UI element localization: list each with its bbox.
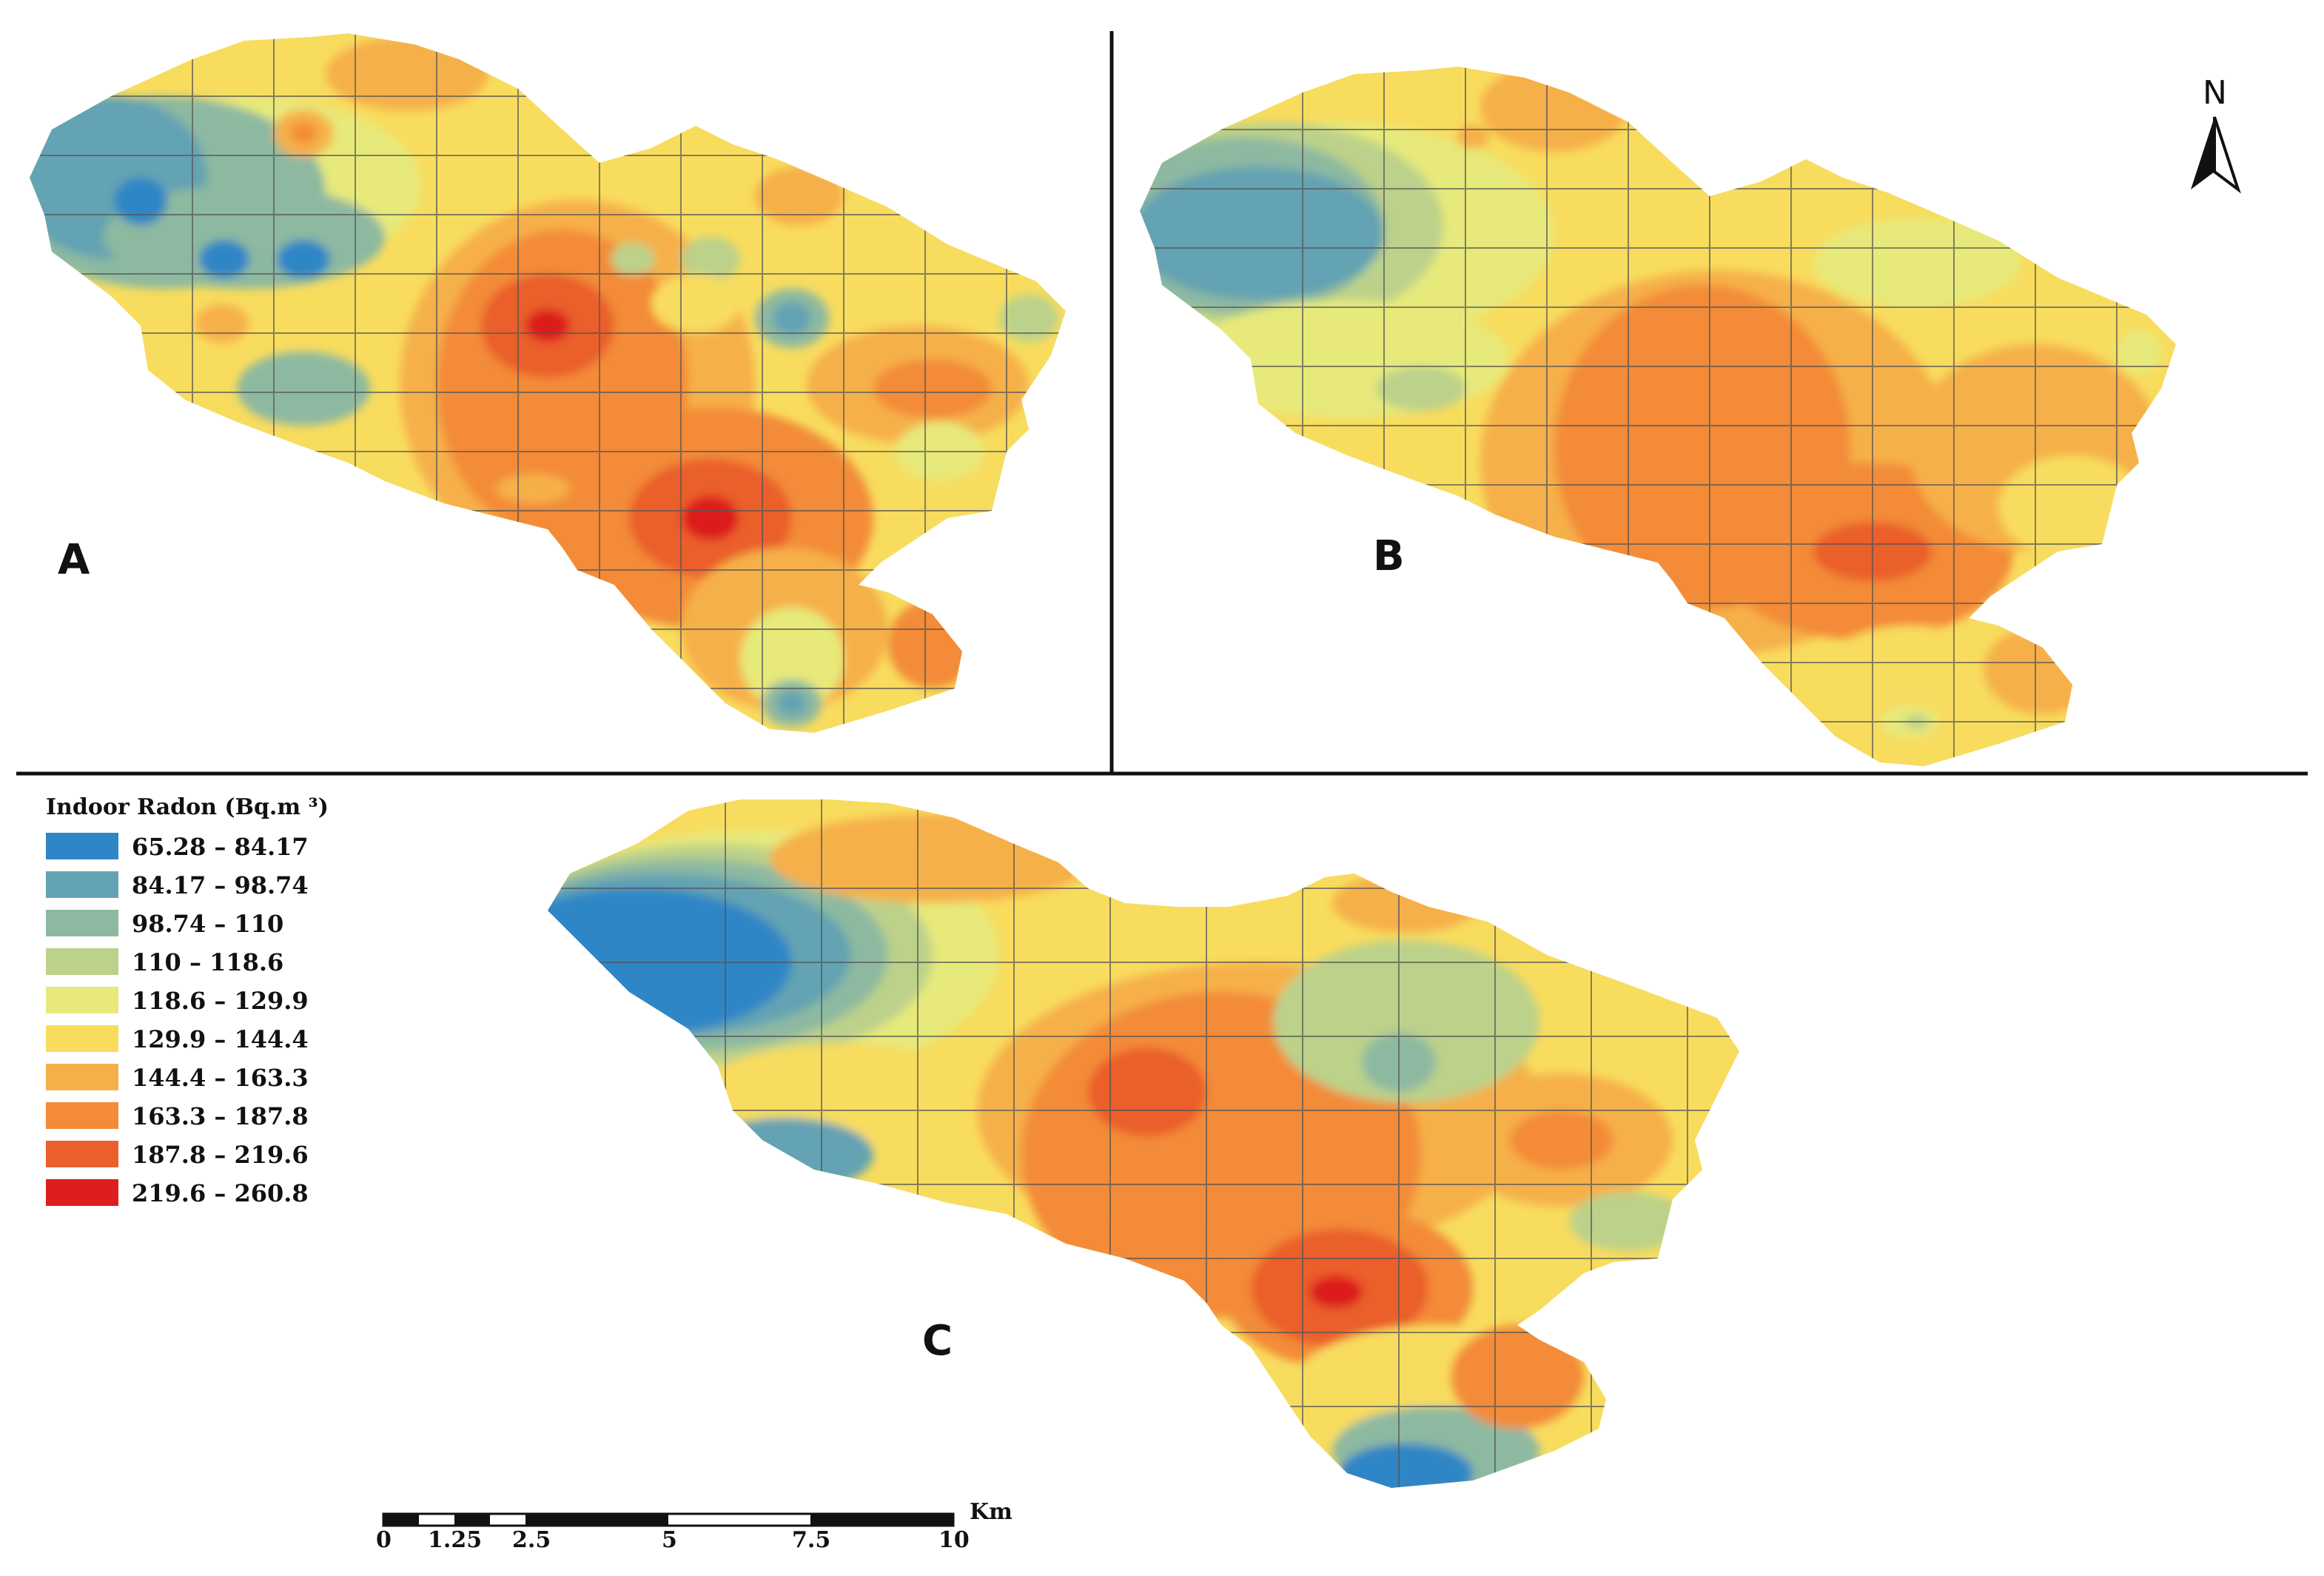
scale-tick-1: 1.25 [428, 1527, 482, 1553]
north-arrow-label: N [2203, 74, 2227, 112]
legend-swatch [46, 1141, 118, 1167]
scale-tick-5: 10 [938, 1527, 970, 1553]
scale-bar: Km 0 1.25 2.5 5 7.5 10 [376, 1499, 1012, 1553]
legend-swatch [46, 1025, 118, 1052]
scale-tick-4: 7.5 [792, 1527, 830, 1553]
legend: Indoor Radon (Bq.m ³) 65.28 – 84.17 84.17… [46, 794, 329, 1207]
north-arrow-outline [2213, 116, 2241, 194]
scale-tick-3: 5 [662, 1527, 677, 1553]
panel-a-label: A [58, 536, 90, 584]
legend-swatch [46, 987, 118, 1013]
legend-label: 65.28 – 84.17 [132, 833, 309, 861]
legend-label: 118.6 – 129.9 [132, 987, 309, 1015]
legend-swatch [46, 1064, 118, 1090]
legend-label: 84.17 – 98.74 [132, 871, 309, 899]
legend-label: 98.74 – 110 [132, 910, 283, 938]
panel-b-label: B [1373, 532, 1405, 580]
legend-items: 65.28 – 84.17 84.17 – 98.74 98.74 – 110 110… [46, 833, 309, 1207]
legend-swatch [46, 1102, 118, 1129]
legend-label: 129.9 – 144.4 [132, 1025, 309, 1053]
legend-label: 219.6 – 260.8 [132, 1179, 309, 1207]
scale-bar-segment [810, 1514, 953, 1526]
scale-bar-unit: Km [970, 1499, 1012, 1525]
north-arrow-icon [2191, 117, 2214, 190]
scale-tick-2: 2.5 [512, 1527, 551, 1553]
legend-label: 110 – 118.6 [132, 948, 283, 976]
legend-swatch [46, 948, 118, 975]
legend-label: 187.8 – 219.6 [132, 1141, 309, 1169]
scale-bar-segment [383, 1514, 419, 1526]
legend-swatch [46, 910, 118, 936]
legend-swatch [46, 1179, 118, 1206]
legend-label: 144.4 – 163.3 [132, 1064, 309, 1092]
legend-title: Indoor Radon (Bq.m ³) [46, 794, 329, 820]
scale-tick-0: 0 [376, 1527, 392, 1553]
legend-swatch [46, 871, 118, 898]
legend-swatch [46, 833, 118, 859]
panel-c-label: C [922, 1317, 953, 1365]
north-arrow: N [2191, 74, 2241, 194]
scale-bar-segment [525, 1514, 668, 1526]
scale-bar-segment [454, 1514, 490, 1526]
legend-label: 163.3 – 187.8 [132, 1102, 309, 1130]
